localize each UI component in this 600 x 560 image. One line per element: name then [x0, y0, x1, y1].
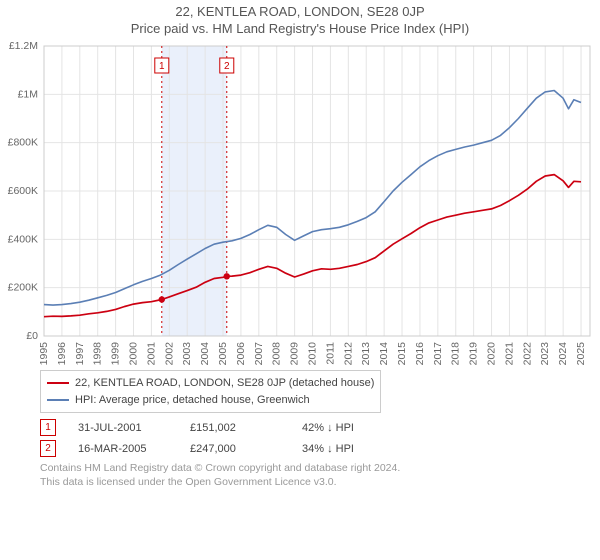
event-row: 2 16-MAR-2005 £247,000 34% ↓ HPI [40, 440, 590, 457]
svg-text:£400K: £400K [8, 233, 38, 245]
svg-text:2018: 2018 [450, 342, 462, 366]
svg-text:2017: 2017 [432, 342, 444, 366]
svg-text:2013: 2013 [360, 342, 372, 366]
svg-text:£200K: £200K [8, 282, 38, 294]
svg-text:2000: 2000 [128, 342, 140, 366]
svg-text:£0: £0 [26, 330, 38, 342]
event-marker: 2 [40, 440, 56, 457]
event-date: 31-JUL-2001 [78, 422, 168, 434]
footnote-line: Contains HM Land Registry data © Crown c… [40, 461, 590, 475]
svg-text:2015: 2015 [396, 342, 408, 366]
svg-text:2009: 2009 [289, 342, 301, 366]
svg-text:2006: 2006 [235, 342, 247, 366]
svg-text:2007: 2007 [253, 342, 265, 366]
svg-text:1: 1 [159, 61, 165, 72]
svg-text:2012: 2012 [342, 342, 354, 366]
event-price: £247,000 [190, 443, 280, 455]
svg-text:2003: 2003 [181, 342, 193, 366]
legend-label: 22, KENTLEA ROAD, LONDON, SE28 0JP (deta… [75, 375, 374, 392]
svg-text:2011: 2011 [324, 342, 336, 365]
event-price: £151,002 [190, 422, 280, 434]
legend: 22, KENTLEA ROAD, LONDON, SE28 0JP (deta… [40, 370, 381, 413]
event-table: 1 31-JUL-2001 £151,002 42% ↓ HPI 2 16-MA… [40, 419, 590, 457]
svg-text:£1M: £1M [18, 88, 38, 100]
svg-text:2008: 2008 [271, 342, 283, 366]
footnote: Contains HM Land Registry data © Crown c… [40, 461, 590, 489]
svg-text:1999: 1999 [110, 342, 122, 366]
svg-text:2: 2 [224, 61, 230, 72]
svg-text:2025: 2025 [575, 342, 587, 366]
svg-text:1995: 1995 [38, 342, 50, 366]
svg-text:2023: 2023 [539, 342, 551, 366]
svg-text:2014: 2014 [378, 342, 390, 366]
svg-text:2002: 2002 [163, 342, 175, 366]
svg-text:2019: 2019 [468, 342, 480, 366]
svg-text:£800K: £800K [8, 137, 38, 149]
svg-text:£600K: £600K [8, 185, 38, 197]
chart-title-address: 22, KENTLEA ROAD, LONDON, SE28 0JP [0, 4, 600, 19]
svg-text:1997: 1997 [74, 342, 86, 366]
event-delta: 42% ↓ HPI [302, 422, 392, 434]
svg-text:2021: 2021 [503, 342, 515, 366]
svg-text:2001: 2001 [145, 342, 157, 366]
svg-text:1998: 1998 [92, 342, 104, 366]
event-date: 16-MAR-2005 [78, 443, 168, 455]
legend-swatch [47, 399, 69, 401]
svg-text:2022: 2022 [521, 342, 533, 366]
svg-text:£1.2M: £1.2M [9, 40, 38, 52]
svg-text:2004: 2004 [199, 342, 211, 366]
svg-text:2016: 2016 [414, 342, 426, 366]
legend-item: HPI: Average price, detached house, Gree… [47, 392, 374, 409]
price-chart: £0 £200K £400K £600K £800K £1M £1.2M 1995 1996 19… [0, 36, 600, 366]
event-marker: 1 [40, 419, 56, 436]
svg-text:2010: 2010 [307, 342, 319, 366]
svg-text:2024: 2024 [557, 342, 569, 366]
chart-title-desc: Price paid vs. HM Land Registry's House … [0, 21, 600, 36]
legend-swatch [47, 382, 69, 384]
event-row: 1 31-JUL-2001 £151,002 42% ↓ HPI [40, 419, 590, 436]
footnote-line: This data is licensed under the Open Gov… [40, 475, 590, 489]
svg-text:2005: 2005 [217, 342, 229, 366]
legend-item: 22, KENTLEA ROAD, LONDON, SE28 0JP (deta… [47, 375, 374, 392]
svg-text:1996: 1996 [56, 342, 68, 366]
svg-text:2020: 2020 [486, 342, 498, 366]
event-delta: 34% ↓ HPI [302, 443, 392, 455]
legend-label: HPI: Average price, detached house, Gree… [75, 392, 310, 409]
